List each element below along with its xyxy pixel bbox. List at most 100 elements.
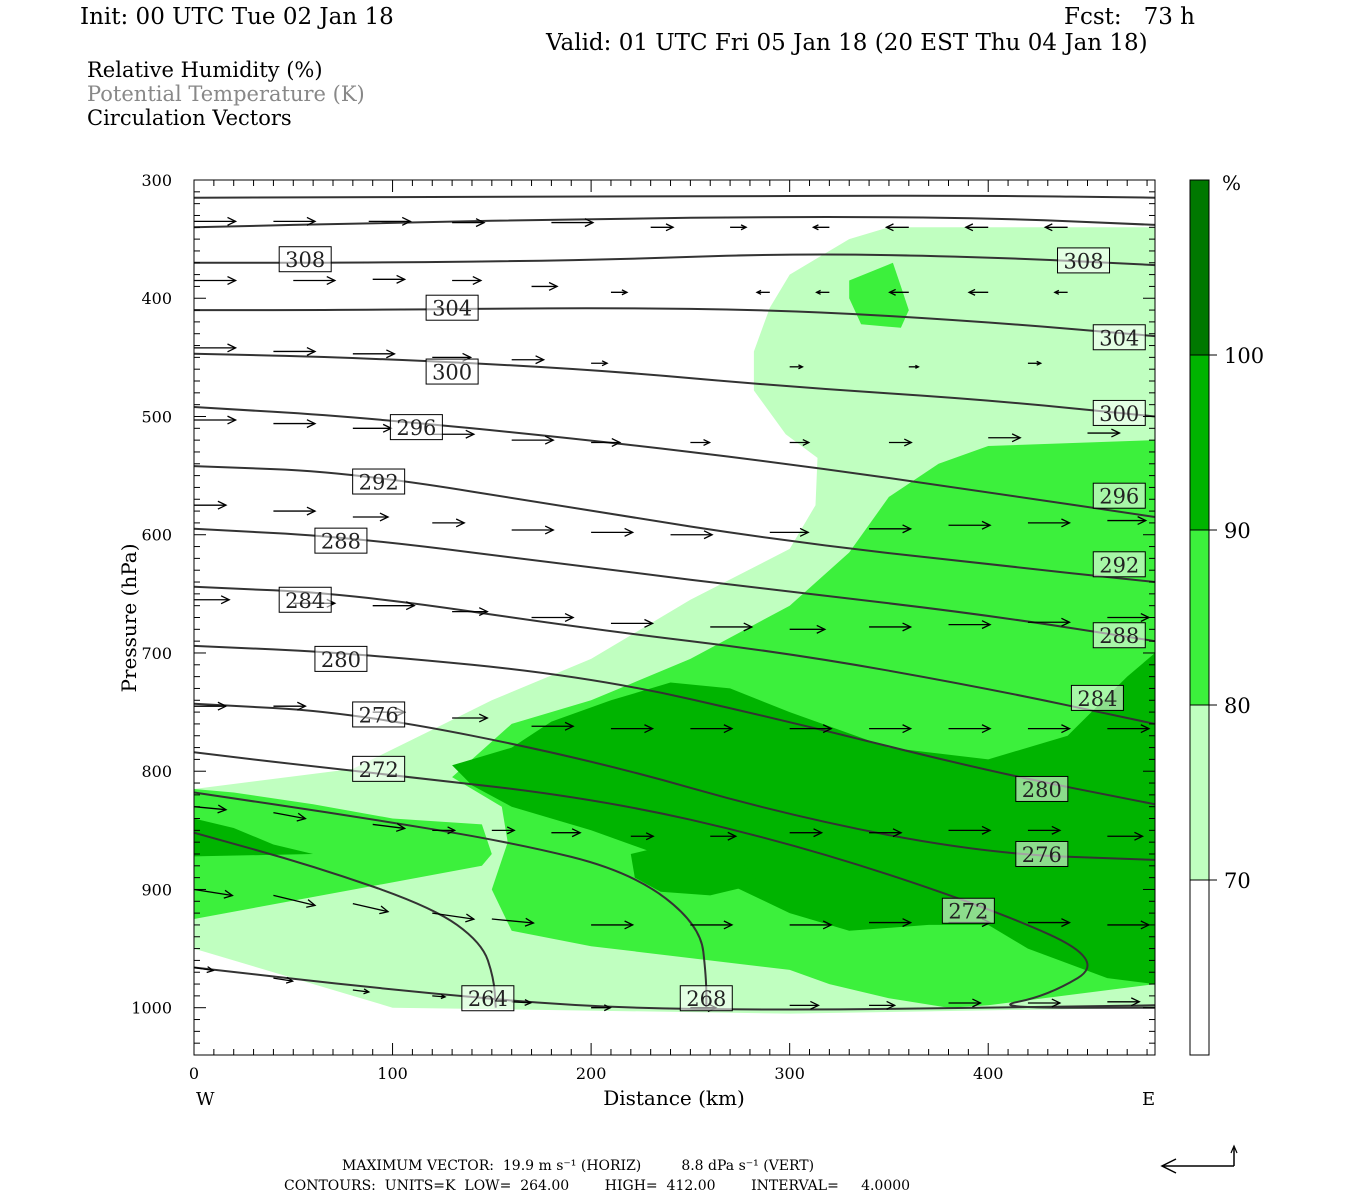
wind-vector bbox=[194, 595, 231, 605]
contour-label-276: 276 bbox=[352, 701, 406, 728]
wind-vector bbox=[194, 701, 228, 711]
wind-vector bbox=[194, 500, 228, 510]
wind-vector-shaft bbox=[432, 912, 474, 920]
wind-vector bbox=[511, 525, 555, 535]
wind-vector-head bbox=[1051, 825, 1062, 835]
x-tick-label: 100 bbox=[377, 1064, 408, 1083]
colorbar-swatch bbox=[1190, 530, 1209, 705]
wind-vector-head bbox=[1140, 613, 1151, 622]
wind-vector bbox=[551, 218, 595, 228]
wind-vector-head bbox=[981, 724, 992, 734]
wind-vector bbox=[610, 618, 655, 628]
wind-vector bbox=[1027, 617, 1072, 627]
colorbar-unit: % bbox=[1222, 171, 1241, 195]
y-tick-label: 700 bbox=[141, 644, 172, 663]
wind-vector bbox=[491, 826, 516, 835]
wind-vector-head bbox=[227, 343, 238, 353]
wind-vector bbox=[670, 530, 714, 540]
wind-vector bbox=[1027, 998, 1062, 1008]
wind-vector bbox=[1027, 825, 1062, 835]
wind-vector bbox=[869, 622, 913, 632]
axes: 300 400 500 600 700 800 900 1000 0 100 200 300 400 bbox=[131, 171, 1155, 1083]
y-tick-label: 900 bbox=[141, 880, 172, 899]
theta-contour-unlabeled bbox=[194, 966, 1155, 1011]
wind-vector-head bbox=[227, 276, 238, 286]
rh-shading bbox=[194, 227, 1155, 1014]
wind-vector-head bbox=[644, 724, 655, 734]
wind-vector-head bbox=[379, 512, 390, 522]
wind-vector-head bbox=[799, 527, 810, 537]
wind-vector-head bbox=[1051, 998, 1062, 1008]
contour-label-box bbox=[352, 755, 406, 782]
contour-label-box bbox=[1057, 247, 1111, 274]
wind-vector-head bbox=[217, 701, 228, 711]
y-tick-label: 600 bbox=[141, 526, 172, 545]
wind-vector-shaft bbox=[372, 823, 405, 830]
wind-vector-head bbox=[603, 1004, 612, 1012]
wind-vector-head bbox=[564, 721, 575, 731]
wind-vector-head bbox=[964, 223, 974, 232]
wind-vector-shaft bbox=[273, 977, 293, 982]
wind-vector-head bbox=[1061, 918, 1072, 928]
wind-vector bbox=[194, 415, 238, 425]
valid-time: Valid: 01 UTC Fri 05 Jan 18 (20 EST Thu … bbox=[546, 30, 1148, 56]
wind-vector bbox=[1107, 724, 1151, 734]
theta-contour-unlabeled bbox=[194, 216, 1155, 229]
wind-vector-head bbox=[645, 832, 655, 841]
wind-vector bbox=[273, 701, 307, 711]
contour-label-276: 276 bbox=[1015, 840, 1069, 867]
wind-vector-head bbox=[465, 913, 476, 923]
wind-vector-head bbox=[815, 289, 821, 295]
contour-label-296: 296 bbox=[389, 414, 443, 441]
wind-vector-head bbox=[379, 905, 390, 915]
contour-label-292: 292 bbox=[1092, 551, 1146, 578]
wind-vector-head bbox=[1137, 516, 1148, 526]
wind-vector-head bbox=[306, 899, 317, 908]
wind-vector-head bbox=[902, 524, 913, 534]
wind-vector bbox=[452, 713, 489, 723]
contour-label-text: 304 bbox=[1099, 326, 1139, 350]
wind-vector-head bbox=[813, 828, 824, 838]
contour-label-272: 272 bbox=[352, 755, 406, 782]
wind-vector-head bbox=[816, 624, 827, 634]
contour-label-box bbox=[314, 645, 368, 672]
wind-vector bbox=[1107, 997, 1141, 1007]
wind-vector-head bbox=[1134, 831, 1145, 841]
wind-vector bbox=[869, 724, 913, 734]
wind-vector-head bbox=[967, 288, 976, 296]
contour-label-box bbox=[1092, 324, 1146, 351]
rh-region-90-100 bbox=[630, 844, 760, 896]
colorbar: % 100 90 80 70 bbox=[1189, 171, 1264, 1056]
wind-vector-shaft bbox=[194, 966, 214, 972]
wind-vector bbox=[610, 289, 629, 296]
contour-label-284: 284 bbox=[1070, 684, 1124, 711]
contour-label-text: 296 bbox=[1099, 485, 1139, 509]
wind-vector bbox=[352, 512, 390, 522]
contour-label-text: 292 bbox=[1099, 553, 1139, 577]
wind-vector-head bbox=[822, 724, 833, 734]
colorbar-swatch bbox=[1190, 355, 1209, 530]
wind-vector bbox=[908, 364, 920, 369]
wind-vector bbox=[194, 966, 215, 974]
wind-vector bbox=[511, 435, 555, 445]
wind-vector-head bbox=[386, 349, 396, 359]
wind-vector-head bbox=[802, 438, 811, 447]
wind-vector-head bbox=[571, 828, 582, 838]
contour-label-296: 296 bbox=[1092, 482, 1146, 509]
wind-vector-head bbox=[1140, 724, 1151, 734]
contour-label-text: 264 bbox=[468, 987, 508, 1011]
contour-label-box bbox=[941, 897, 995, 924]
wind-vector-head bbox=[665, 223, 675, 232]
contour-label-text: 284 bbox=[1077, 687, 1117, 711]
contour-label-text: 272 bbox=[359, 758, 399, 782]
wind-vector-head bbox=[223, 889, 234, 899]
wind-vector-head bbox=[478, 713, 489, 723]
wind-vector bbox=[710, 622, 754, 632]
wind-vector bbox=[591, 360, 609, 367]
wind-vector-head bbox=[475, 218, 486, 228]
wind-vector bbox=[591, 438, 622, 447]
wind-vector-head bbox=[306, 506, 317, 516]
wind-vector bbox=[273, 811, 307, 822]
wind-vector-head bbox=[584, 218, 595, 228]
wind-vector bbox=[769, 527, 810, 537]
